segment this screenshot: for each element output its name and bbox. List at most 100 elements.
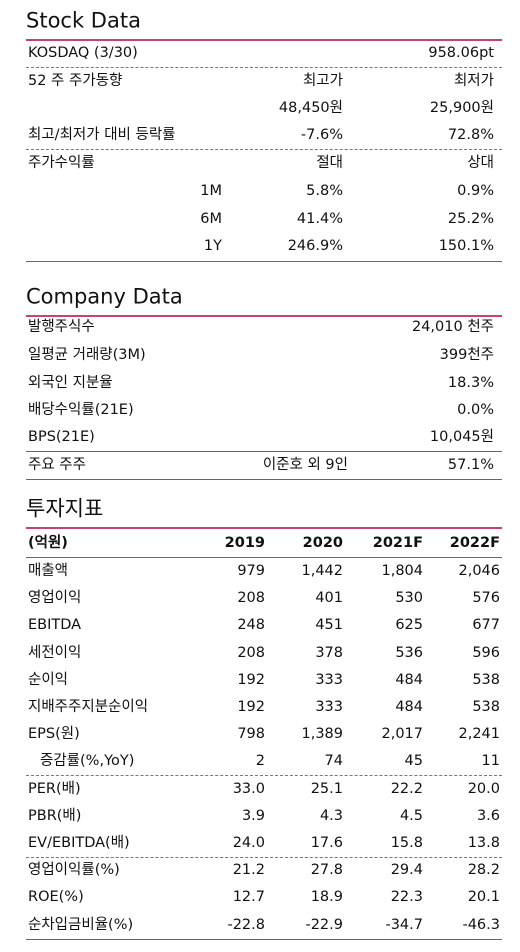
rule [26, 527, 502, 529]
cell: 538 [472, 671, 500, 688]
rule [26, 315, 502, 317]
cell: 11 [481, 753, 500, 770]
row-label: BPS(21E) [28, 428, 95, 445]
cell: -22.8 [227, 916, 265, 933]
row-label: 배당수익률(21E) [28, 401, 134, 418]
header-cell: 2021F [372, 534, 423, 551]
cell: 5.8% [306, 182, 343, 199]
cell: 208 [237, 644, 265, 661]
rule [26, 557, 502, 558]
cell: 1,389 [301, 725, 343, 742]
cell: 246.9% [287, 237, 343, 254]
cell: 10,045원 [429, 428, 494, 445]
row-label: 매출액 [28, 562, 69, 579]
header-cell: (억원) [28, 534, 68, 551]
row-label: PBR(배) [28, 807, 82, 824]
cell: 333 [315, 698, 343, 715]
cell: 17.6 [310, 834, 343, 851]
cell: 4.3 [319, 807, 343, 824]
cell: 401 [315, 589, 343, 606]
cell: 15.8 [390, 834, 423, 851]
cell: 1,442 [301, 562, 343, 579]
cell: -46.3 [462, 916, 500, 933]
cell: 3.9 [241, 807, 265, 824]
cell: 41.4% [296, 210, 343, 227]
cell: 208 [237, 589, 265, 606]
cell: 27.8 [310, 861, 343, 878]
cell: 72.8% [447, 126, 494, 143]
rule [26, 149, 502, 150]
row-label: PER(배) [28, 780, 81, 797]
cell: 192 [237, 698, 265, 715]
cell: 3.6 [476, 807, 500, 824]
cell: 451 [315, 617, 343, 634]
cell: 484 [395, 671, 423, 688]
cell: 576 [472, 589, 500, 606]
cell: 538 [472, 698, 500, 715]
row-label: 외국인 지분율 [28, 374, 113, 391]
cell: 13.8 [467, 834, 500, 851]
header-cell: 2022F [449, 534, 500, 551]
header-cell: 2019 [224, 534, 265, 551]
cell: 248 [237, 617, 265, 634]
cell: 150.1% [438, 237, 494, 254]
cell: 2 [255, 753, 265, 770]
row-label: 주가수익률 [28, 154, 95, 171]
section-title: Stock Data [26, 8, 141, 33]
cell: 677 [472, 617, 500, 634]
cell: 최고가 [302, 72, 343, 89]
cell: 45 [404, 753, 423, 770]
cell: 18.3% [447, 374, 494, 391]
row-label: EBITDA [28, 617, 82, 634]
cell: 625 [395, 617, 423, 634]
cell: 48,450원 [278, 99, 343, 116]
cell: -7.6% [300, 126, 343, 143]
cell: 이준호 외 9인 [262, 456, 348, 473]
cell: 378 [315, 644, 343, 661]
cell: 958.06pt [428, 44, 494, 61]
cell: 192 [237, 671, 265, 688]
cell: 21.2 [232, 861, 265, 878]
section-title: 투자지표 [26, 496, 104, 521]
cell: 4.5 [399, 807, 423, 824]
rule [26, 261, 502, 262]
row-label: EPS(원) [28, 725, 80, 742]
cell: 979 [237, 562, 265, 579]
rule [26, 479, 502, 480]
cell: 20.0 [467, 780, 500, 797]
row-label: 순차입금비율(%) [28, 916, 134, 933]
cell: 12.7 [232, 889, 265, 906]
cell: 1,804 [381, 562, 423, 579]
row-label: 일평균 거래량(3M) [28, 346, 146, 363]
cell: 596 [472, 644, 500, 661]
row-label: 증감률(%,YoY) [40, 753, 135, 770]
cell: 18.9 [310, 889, 343, 906]
row-label: 영업이익률(%) [28, 861, 120, 878]
row-label: EV/EBITDA(배) [28, 834, 130, 851]
rule [26, 857, 502, 858]
rule [26, 939, 502, 940]
cell: 24.0 [232, 834, 265, 851]
row-label: 최고/최저가 대비 등락률 [28, 126, 176, 143]
cell: 22.3 [390, 889, 423, 906]
section-title: Company Data [26, 284, 183, 309]
row-label: 1M [200, 182, 222, 199]
cell: 536 [395, 644, 423, 661]
cell: 333 [315, 671, 343, 688]
cell: 530 [395, 589, 423, 606]
cell: 484 [395, 698, 423, 715]
row-label: 52 주 주가동향 [28, 72, 123, 89]
cell: 절대 [316, 154, 343, 171]
row-label: 주요 주주 [28, 456, 86, 473]
cell: 0.9% [457, 182, 494, 199]
cell: 29.4 [390, 861, 423, 878]
rule [26, 67, 502, 68]
cell: 798 [237, 725, 265, 742]
cell: 25.1 [310, 780, 343, 797]
cell: 25.2% [447, 210, 494, 227]
row-label: 순이익 [28, 671, 69, 688]
cell: -22.9 [305, 916, 343, 933]
cell: 399천주 [439, 346, 494, 363]
cell: -34.7 [385, 916, 423, 933]
cell: 22.2 [390, 780, 423, 797]
